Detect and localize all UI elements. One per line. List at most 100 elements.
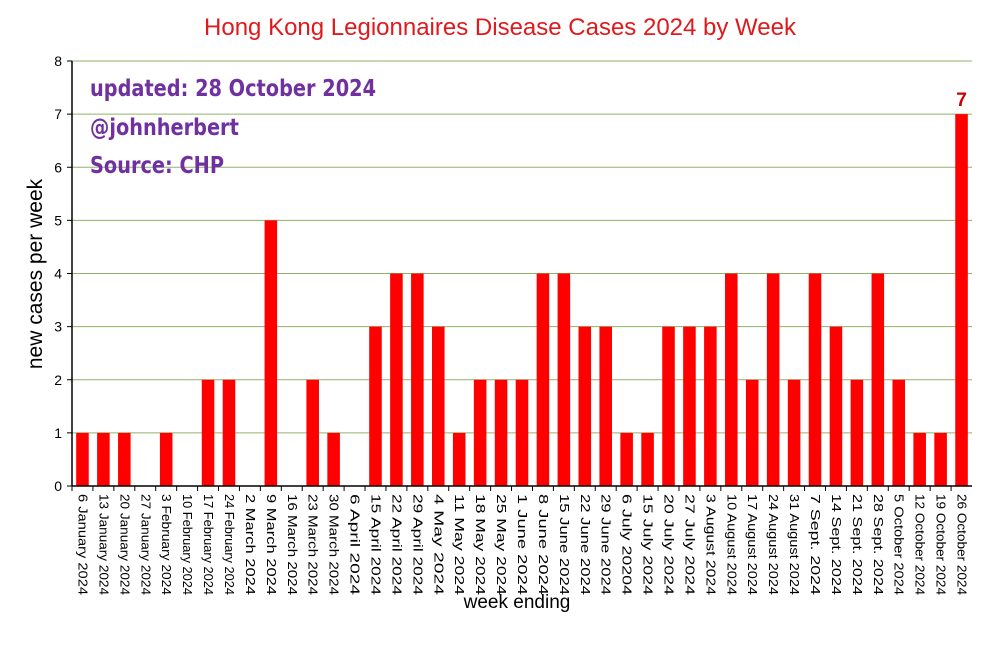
bar: [76, 432, 89, 486]
x-tick-label: 18 May 2024: [473, 494, 487, 595]
x-tick-label: 25 May 2024: [494, 494, 508, 595]
x-tick-label: 15 July 2024: [641, 494, 655, 595]
x-tick-label: 3 August 2024: [703, 494, 717, 595]
x-tick-label: 4 May 2024: [431, 494, 445, 595]
x-tick-label: 20 July 2024: [662, 494, 676, 595]
x-tick-label: 6 July 20204: [620, 494, 634, 595]
bar: [641, 432, 654, 486]
y-tick-label: 2: [54, 372, 62, 388]
bar: [222, 379, 236, 486]
bars: [76, 114, 968, 486]
x-tick-label: 15 April 2024: [368, 494, 382, 595]
x-tick-label: 16 March 2024: [285, 494, 299, 595]
bar: [683, 326, 696, 486]
y-tick-label: 8: [54, 53, 62, 69]
bar: [536, 273, 550, 486]
x-tick-label: 17 August 2024: [745, 494, 759, 595]
bar: [473, 379, 487, 486]
y-axis: 0 1 2 3 4 5 6 7 8: [54, 53, 73, 494]
bar: [934, 432, 947, 486]
data-label: 7: [956, 90, 967, 111]
bar: [411, 273, 424, 486]
handle-annotation: @johnherbert: [90, 115, 239, 141]
x-tick-label: 13 January 2024: [96, 494, 110, 595]
updated-annotation: updated: 28 October 2024: [90, 76, 377, 102]
bar: [787, 379, 801, 486]
x-tick-label: 27 July 2024: [682, 494, 696, 595]
y-axis-label: new cases per week: [24, 178, 47, 369]
x-axis: 6 January 2024 13 January 2024 20 January …: [71, 485, 972, 595]
x-tick-label: 22 June 2024: [578, 494, 592, 595]
chart-title: Hong Kong Legionnaires Disease Cases 202…: [204, 14, 796, 41]
bar: [369, 326, 382, 486]
bar: [766, 273, 780, 486]
x-tick-label: 12 October 2024: [913, 494, 927, 595]
y-tick-label: 4: [54, 266, 62, 282]
x-tick-label: 28 Sept. 2024: [871, 494, 885, 595]
x-tick-label: 1 June 2024: [515, 494, 529, 595]
bar: [557, 273, 571, 486]
bar: [871, 273, 885, 486]
bar: [892, 379, 906, 486]
x-tick-label: 26 October 2024: [955, 494, 969, 595]
y-tick-label: 0: [54, 478, 62, 494]
x-tick-label: 21 Sept. 2024: [850, 494, 864, 595]
bar: [452, 432, 466, 486]
bar: [829, 326, 843, 486]
x-tick-label: 20 January 2024: [117, 494, 131, 595]
x-tick-label: 22 April 2024: [389, 494, 403, 595]
x-tick-label: 15 June 2024: [557, 494, 571, 595]
y-tick-label: 5: [54, 212, 62, 228]
bar: [264, 220, 278, 486]
source-annotation: Source: CHP: [90, 153, 224, 179]
data-labels: 7: [956, 90, 967, 111]
x-tick-label: 27 January 2024: [138, 494, 152, 595]
x-tick-label: 29 June 2024: [599, 494, 613, 595]
bar: [745, 379, 759, 486]
bar: [432, 326, 445, 486]
bar: [599, 326, 612, 486]
x-tick-label: 19 October 2024: [934, 494, 948, 595]
x-tick-label: 7 Sept. 2024: [808, 494, 822, 595]
bar: [494, 379, 508, 486]
x-tick-label: 24 August 2024: [766, 494, 780, 595]
bar: [662, 326, 675, 486]
x-tick-label: 6 April 2024: [348, 494, 362, 595]
x-tick-label: 5 October 2024: [892, 494, 906, 595]
x-tick-label: 24 February 2024: [222, 494, 236, 595]
bar: [704, 326, 717, 486]
x-tick-label: 14 Sept. 2024: [829, 494, 843, 595]
x-tick-label: 3 February 2024: [159, 494, 173, 595]
bar: [515, 379, 529, 486]
y-tick-label: 6: [54, 159, 62, 175]
y-tick-label: 7: [54, 106, 62, 122]
x-tick-label: 9 March 2024: [264, 494, 278, 595]
x-tick-label: 30 March 2024: [327, 494, 341, 595]
bar: [850, 379, 864, 486]
bar: [725, 273, 738, 486]
x-tick-label: 6 January 2024: [75, 494, 89, 595]
x-tick-label: 11 May 2024: [452, 494, 466, 595]
x-tick-label: 10 August 2024: [724, 494, 738, 595]
x-tick-label: 31 August 2024: [787, 494, 801, 595]
bar: [118, 432, 131, 486]
bar: [390, 273, 403, 486]
bar: [955, 114, 968, 486]
bar: [620, 432, 633, 486]
bar: [97, 432, 110, 486]
y-tick-label: 3: [54, 319, 62, 335]
y-tick-label: 1: [54, 425, 62, 441]
bar: [306, 379, 319, 486]
x-tick-label: 23 March 2024: [306, 494, 320, 595]
x-axis-label: week ending: [463, 592, 571, 613]
bar: [578, 326, 592, 486]
x-tick-label: 17 February 2024: [201, 494, 215, 595]
bar: [201, 379, 215, 486]
bar: [808, 273, 822, 486]
x-tick-label: 10 February 2024: [180, 494, 194, 595]
bar: [327, 432, 340, 486]
bar: [913, 432, 926, 486]
x-tick-label: 8 June 2024: [536, 494, 550, 595]
bar: [159, 432, 173, 486]
